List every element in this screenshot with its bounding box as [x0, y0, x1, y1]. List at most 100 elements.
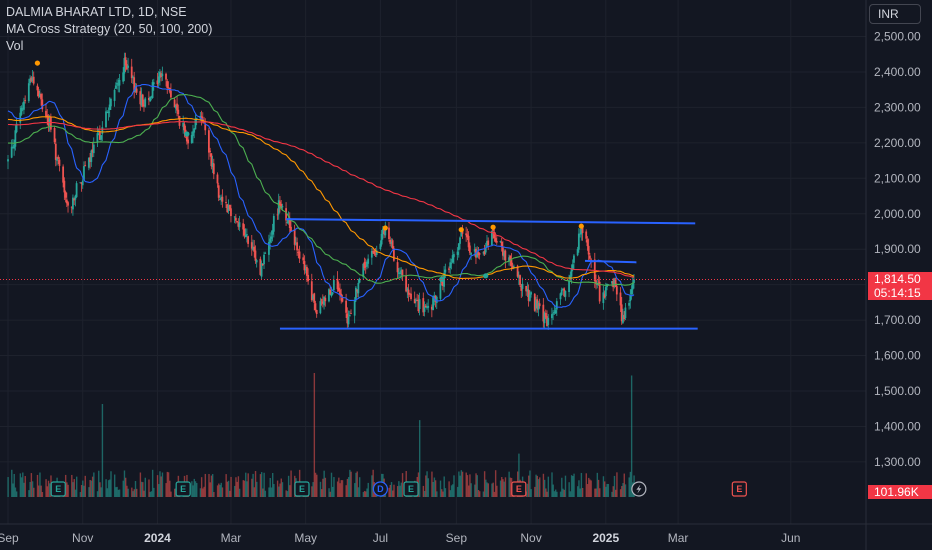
candle-body — [527, 289, 530, 301]
dividend-icon — [372, 481, 388, 497]
candle-body — [456, 251, 459, 255]
volume-bar — [12, 483, 14, 497]
candle-body — [396, 262, 399, 273]
volume-bar — [534, 486, 536, 497]
volume-bar — [227, 480, 230, 497]
volume-label[interactable]: Vol — [6, 39, 24, 53]
candlesticks — [7, 52, 635, 331]
candle-body — [611, 281, 613, 284]
candle-body — [320, 299, 323, 301]
candle-body — [315, 309, 318, 315]
volume-bar — [578, 480, 580, 497]
candle-body — [149, 97, 151, 102]
candle-body — [147, 97, 150, 101]
candle-body — [130, 66, 133, 79]
volume-bar — [603, 481, 606, 497]
volume-bar — [269, 477, 271, 497]
volume-bar — [39, 472, 41, 497]
volume-bar — [225, 474, 227, 497]
candle-body — [83, 166, 85, 180]
volume-bar — [448, 481, 450, 497]
volume-bar — [475, 473, 477, 497]
candle-body — [453, 254, 455, 258]
candle-body — [57, 156, 60, 159]
candle-body — [230, 208, 232, 217]
candle-body — [347, 316, 350, 325]
volume-bar — [460, 470, 463, 497]
volume-bar — [492, 482, 494, 497]
y-tick-label: 2,200.00 — [874, 136, 921, 150]
candle-body — [72, 197, 74, 210]
candle-body — [526, 289, 529, 292]
volume-bar — [289, 485, 291, 497]
volume-bar — [20, 477, 23, 497]
candle-body — [30, 77, 33, 82]
candle-body — [89, 157, 91, 162]
candle-body — [615, 286, 618, 295]
candle-body — [468, 245, 471, 253]
candle-body — [408, 293, 411, 295]
candle-body — [552, 313, 555, 315]
candle-body — [356, 289, 359, 292]
volume-bar — [433, 477, 436, 497]
volume-bar — [22, 472, 24, 497]
strategy-label[interactable]: MA Cross Strategy (20, 50, 100, 200) — [6, 22, 213, 36]
volume-bar — [399, 485, 401, 497]
volume-bar — [552, 484, 554, 497]
candle-body — [399, 272, 401, 274]
candle-body — [595, 280, 597, 285]
volume-bar — [213, 492, 215, 497]
signal-marker — [382, 225, 388, 231]
volume-bar — [230, 476, 232, 497]
candle-body — [165, 73, 167, 80]
volume-bar — [115, 487, 117, 497]
candle-body — [268, 241, 270, 255]
volume-bar — [259, 474, 262, 497]
y-tick-label: 2,000.00 — [874, 207, 921, 221]
volume-bar — [338, 477, 340, 497]
candle-body — [92, 144, 95, 154]
candle-body — [29, 78, 31, 84]
candle-body — [358, 278, 361, 283]
candle-body — [105, 111, 107, 128]
volume-bar — [209, 482, 211, 497]
candle-body — [244, 234, 247, 238]
candle-body — [598, 281, 601, 302]
candle-body — [543, 312, 546, 324]
volume-bar — [31, 481, 34, 497]
candle-body — [141, 94, 144, 107]
x-tick-label: Jun — [781, 531, 800, 545]
volume-bar — [340, 480, 342, 497]
candle-body — [517, 276, 520, 278]
candle-body — [302, 257, 305, 261]
volume-bar — [347, 477, 350, 497]
volume-bar — [466, 475, 469, 497]
volume-bar — [287, 475, 290, 497]
volume-bar — [101, 404, 104, 497]
volume-bar — [158, 484, 160, 497]
symbol-title[interactable]: DALMIA BHARAT LTD, 1D, NSE — [6, 5, 187, 19]
candle-body — [448, 268, 450, 270]
event-letter: E — [408, 484, 414, 494]
volume-bar — [371, 475, 373, 497]
candle-body — [389, 239, 392, 244]
earnings-icon — [50, 481, 66, 497]
currency-button[interactable]: INR — [869, 4, 921, 24]
volume-bar — [235, 477, 237, 497]
volume-bar — [161, 472, 164, 497]
volume-bar — [449, 490, 452, 497]
candle-body — [226, 204, 229, 213]
volume-bar — [83, 485, 85, 497]
volume-bar — [328, 488, 330, 497]
candle-body — [117, 84, 120, 86]
candle-body — [345, 300, 347, 313]
volume-bar — [358, 477, 361, 497]
candle-body — [110, 98, 112, 107]
volume-bar — [564, 475, 567, 497]
volume-bar — [116, 486, 118, 497]
volume-bar — [89, 479, 91, 497]
volume-bar — [33, 487, 35, 497]
volume-bar — [568, 482, 570, 497]
candle-body — [440, 281, 443, 283]
